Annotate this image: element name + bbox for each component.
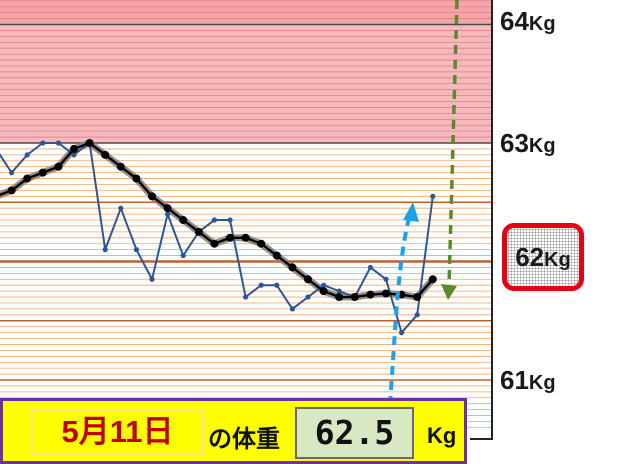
series-daily-point: [336, 288, 342, 294]
y-tick-62-num: 62: [515, 242, 545, 272]
y-tick-61-unit: Kg: [528, 372, 556, 394]
y-tick-63-num: 63: [500, 128, 529, 158]
series-avg-point: [23, 174, 32, 183]
date-box: 5月11日: [31, 409, 204, 455]
series-avg-point: [101, 150, 110, 159]
series-daily-point: [71, 152, 77, 158]
series-avg-point: [428, 275, 437, 284]
series-avg-point: [38, 168, 47, 177]
series-daily-point: [40, 140, 46, 146]
series-layer: [0, 139, 437, 336]
series-avg-point: [194, 227, 203, 236]
y-tick-63-unit: Kg: [528, 135, 556, 157]
series-daily-point: [399, 330, 405, 336]
series-avg-point: [7, 186, 16, 195]
series-avg-point: [116, 162, 125, 171]
series-daily-point: [367, 264, 373, 271]
series-daily-point: [289, 306, 295, 312]
blue-arrow-head: [403, 202, 419, 222]
series-avg-point: [335, 293, 344, 302]
series-daily-point: [243, 294, 249, 300]
series-avg-point: [132, 174, 141, 183]
weight-value-box: 62.5: [295, 407, 414, 459]
series-daily-point: [274, 282, 280, 288]
weight-unit: Kg: [427, 423, 457, 448]
series-avg-point: [85, 139, 94, 147]
series-daily-point: [102, 247, 108, 253]
arrows-layer: [388, 0, 459, 406]
series-daily-point: [9, 170, 15, 176]
y-tick-62-unit: Kg: [544, 249, 571, 271]
series-daily-point: [414, 312, 420, 318]
series-daily-point: [180, 252, 186, 259]
series-daily-point: [383, 276, 389, 282]
series-avg-point: [382, 289, 390, 298]
series-daily-point: [305, 294, 311, 300]
weight-of-label: の体重: [208, 426, 280, 453]
y-tick-64-num: 64: [500, 6, 529, 36]
green-arrow-head: [441, 284, 457, 300]
series-daily-point: [149, 276, 155, 282]
series-daily-point: [55, 140, 62, 146]
y-tick-62: 62Kg: [507, 242, 579, 273]
y-tick-61: 61Kg: [500, 365, 610, 396]
series-avg-point: [54, 162, 63, 171]
series-avg-point: [226, 233, 234, 242]
series-avg-point: [70, 144, 78, 153]
green-trend-arrow: [447, 0, 459, 287]
series-avg-point: [241, 233, 250, 242]
series-avg-point: [179, 216, 188, 225]
series-daily-point: [321, 282, 327, 288]
y-tick-63: 63Kg: [500, 128, 610, 159]
series-avg-point: [350, 293, 359, 302]
series-avg-point: [304, 275, 312, 284]
series-avg-point: [413, 293, 422, 302]
series-avg-point: [288, 263, 297, 272]
series-daily-point: [211, 217, 217, 223]
series-daily-point: [118, 205, 124, 211]
series-daily-point: [133, 247, 139, 253]
series-avg-point: [319, 287, 328, 296]
blue-trend-arrow: [388, 213, 412, 406]
series-daily-point: [227, 217, 233, 223]
info-panel: 5月11日 の体重 62.5 Kg: [0, 398, 467, 464]
y-tick-64: 64Kg: [500, 6, 610, 37]
series-daily-point: [24, 152, 30, 158]
series-daily-point: [430, 193, 436, 199]
series-avg-point: [257, 239, 266, 248]
series-avg-point: [272, 251, 281, 260]
y-tick-61-num: 61: [500, 365, 529, 395]
series-avg-point: [210, 239, 219, 248]
series-avg-point: [148, 192, 156, 201]
y-tick-64-unit: Kg: [528, 13, 556, 35]
series-daily-point: [165, 211, 171, 217]
series-avg-point: [163, 204, 172, 213]
series-avg-point: [366, 290, 375, 299]
series-daily-point: [258, 282, 264, 288]
highlighted-tick-box: 62Kg: [502, 223, 584, 291]
